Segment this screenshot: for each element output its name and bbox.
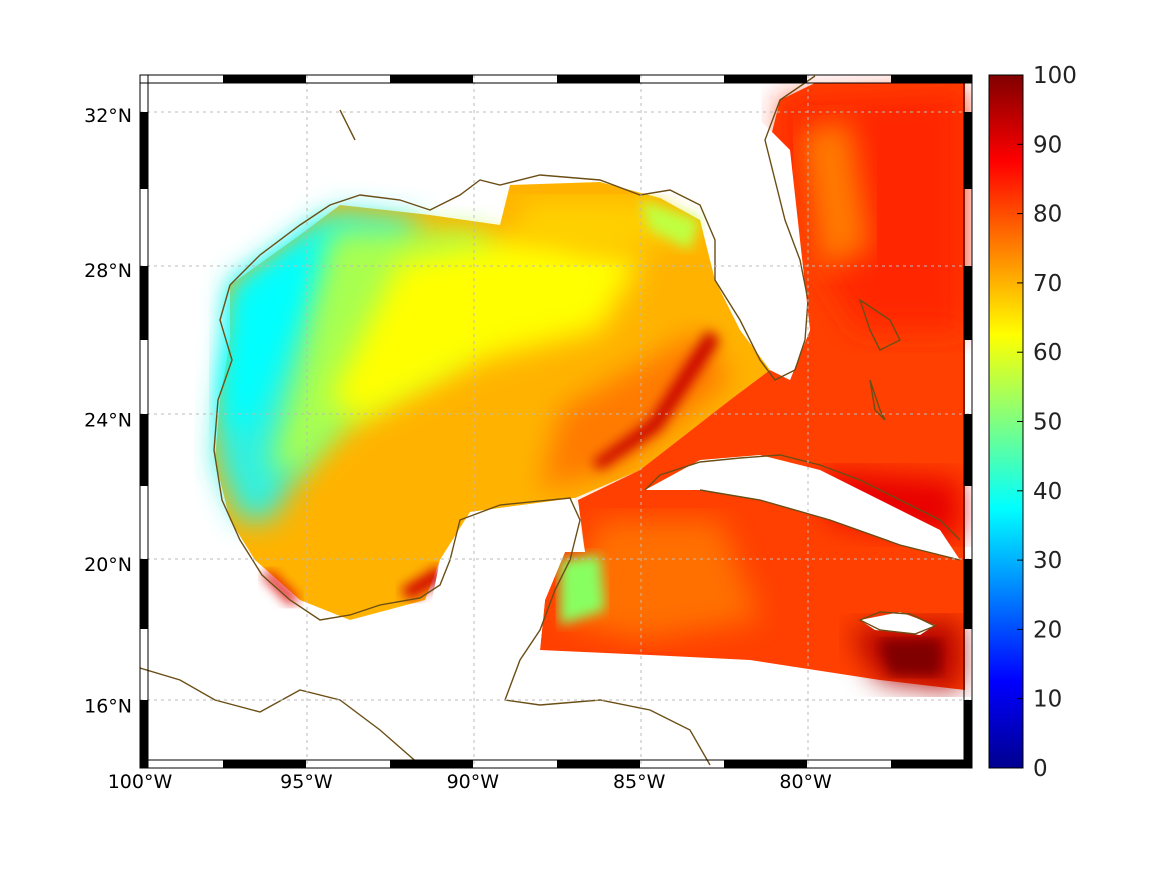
colorbar-tick-label: 80 — [1033, 202, 1062, 228]
colorbar-tick-label: 30 — [1033, 548, 1062, 574]
longitude-tick-label: 85°W — [613, 771, 666, 793]
colorbar-tick-label: 90 — [1033, 132, 1062, 158]
latitude-tick-labels: 32°N 28°N 24°N 20°N 16°N — [84, 105, 132, 718]
latitude-tick-label: 28°N — [84, 260, 132, 282]
longitude-tick-label: 100°W — [108, 771, 173, 793]
latitude-tick-label: 24°N — [84, 409, 132, 431]
latitude-tick-label: 20°N — [84, 554, 132, 576]
latitude-tick-label: 32°N — [84, 105, 132, 127]
map-frame — [139, 74, 973, 769]
gulf-field — [215, 182, 770, 620]
land-mask — [430, 120, 960, 650]
colorbar-tick-label: 0 — [1033, 756, 1048, 782]
graticule — [140, 75, 972, 768]
longitude-tick-label: 95°W — [280, 771, 333, 793]
latitude-tick-label: 16°N — [84, 695, 132, 717]
colorbar-tick-label: 60 — [1033, 340, 1062, 366]
colorbar-tick-label: 100 — [1033, 63, 1077, 89]
longitude-tick-label: 80°W — [779, 771, 832, 793]
colorbar-tick-label: 50 — [1033, 410, 1062, 436]
colorbar-tick-label: 10 — [1033, 687, 1062, 713]
colorbar-tick-label: 40 — [1033, 479, 1062, 505]
coastline — [140, 75, 961, 766]
longitude-tick-label: 90°W — [447, 771, 500, 793]
colorbar-tick-label: 20 — [1033, 617, 1062, 643]
colorbar-tick-label: 70 — [1033, 271, 1062, 297]
longitude-tick-labels: 100°W 95°W 90°W 85°W 80°W — [108, 771, 832, 793]
